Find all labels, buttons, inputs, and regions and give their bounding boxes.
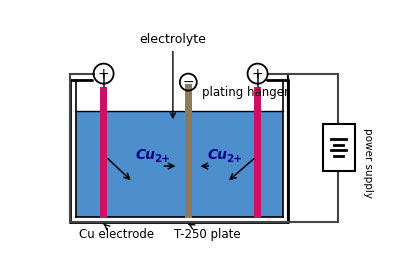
Text: +: + [98,67,110,81]
Text: Cu: Cu [207,148,228,162]
Text: power supply: power supply [363,128,373,198]
Bar [254,87,262,218]
Text: 2+: 2+ [226,155,242,164]
Text: 2+: 2+ [155,155,171,164]
Bar [185,84,192,218]
Text: −: − [182,75,194,89]
Bar [323,124,355,171]
Text: T-250 plate: T-250 plate [174,224,241,241]
Text: electrolyte: electrolyte [139,33,206,118]
Bar [100,87,108,218]
Text: plating hanger: plating hanger [202,87,289,99]
Text: +: + [252,67,263,81]
Text: Cu: Cu [136,148,156,162]
Text: Cu electrode: Cu electrode [79,224,154,241]
Bar [76,111,283,217]
